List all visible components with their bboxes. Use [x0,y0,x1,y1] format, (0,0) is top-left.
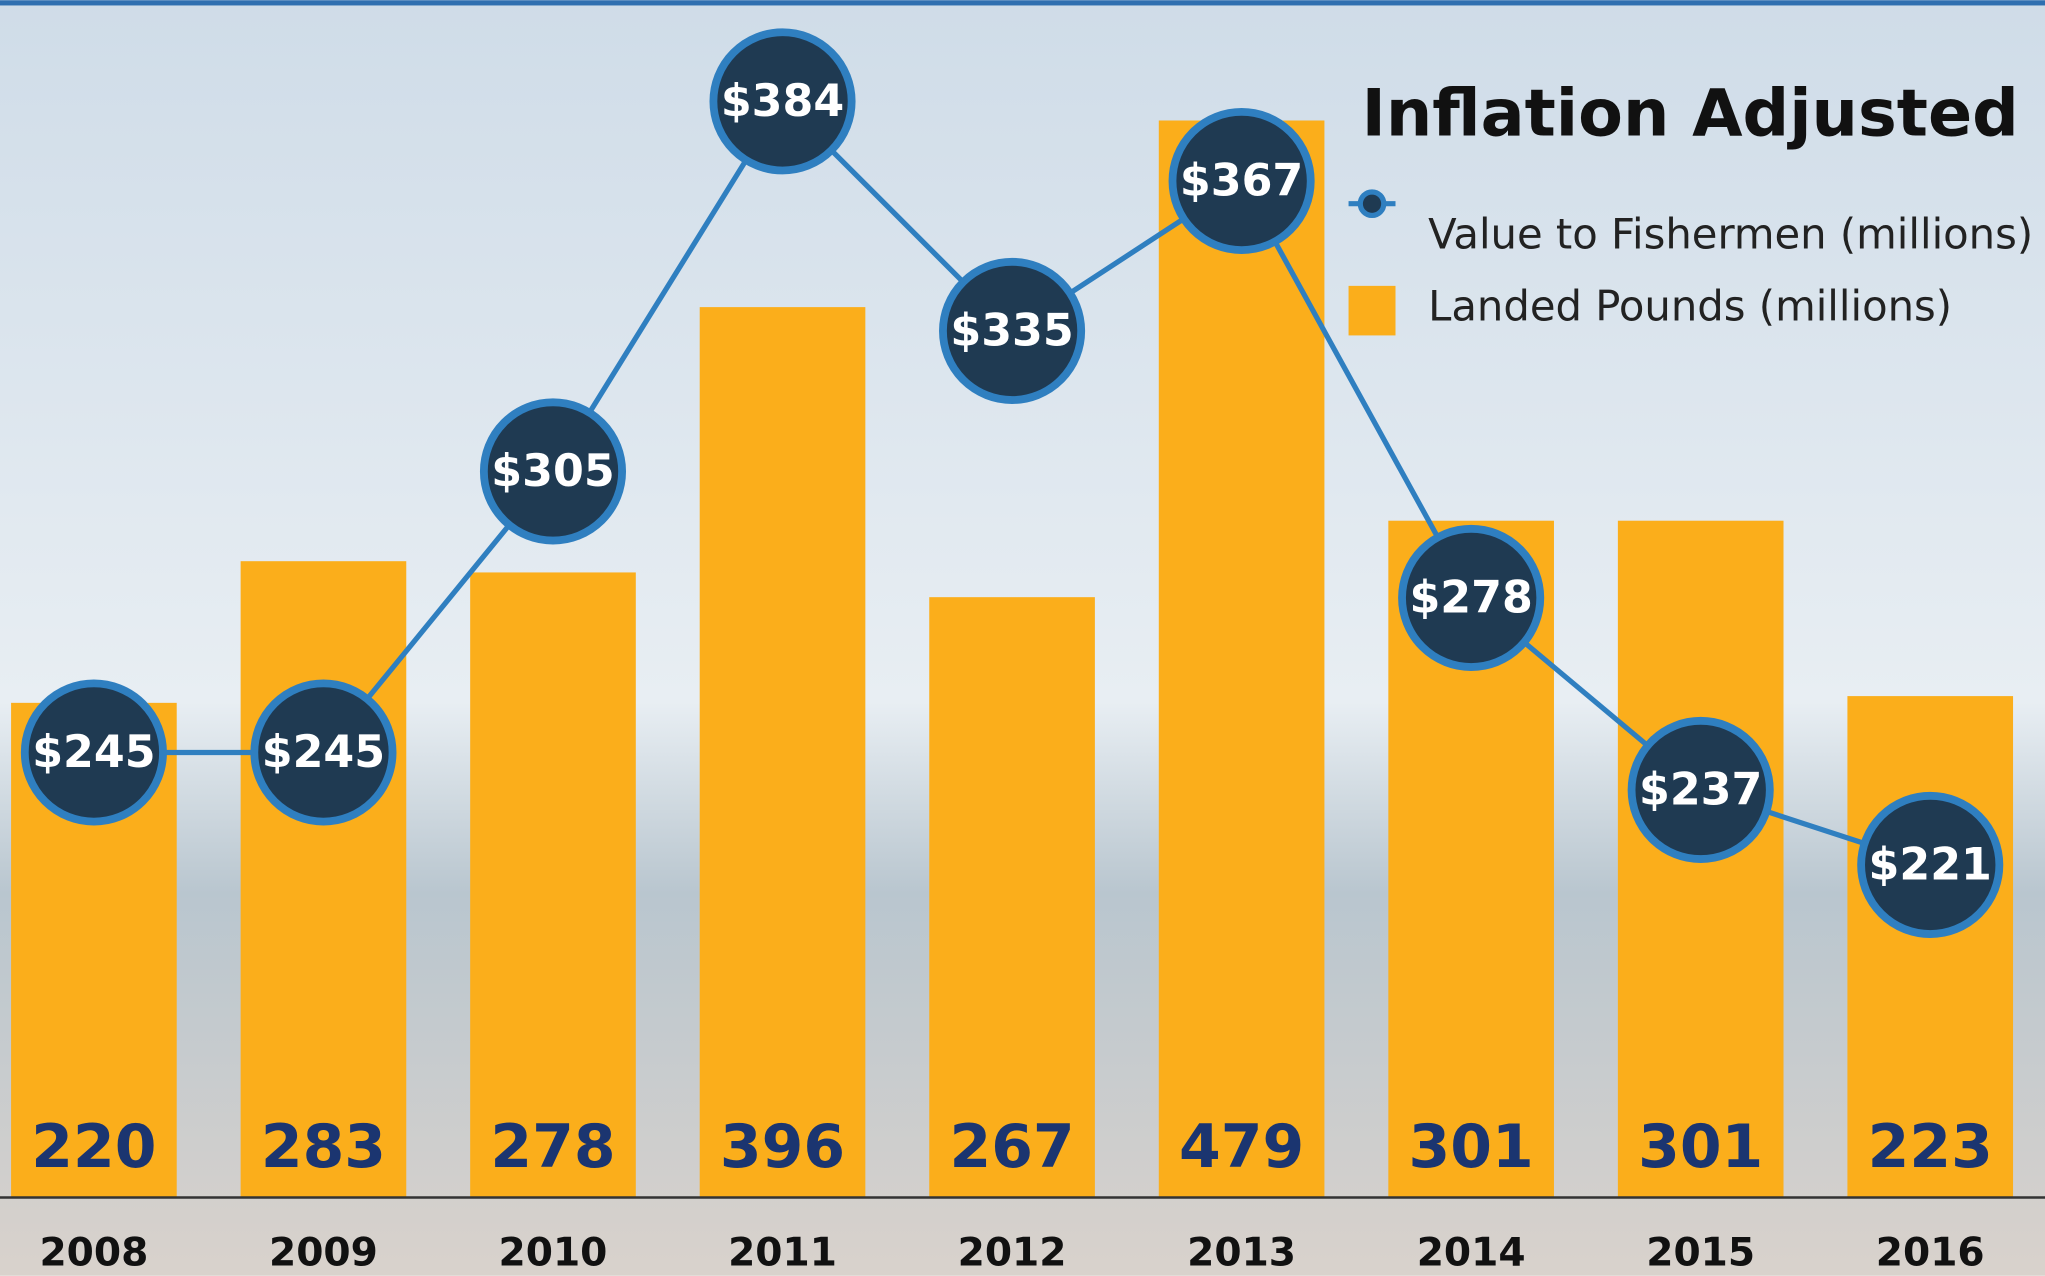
chart-title: Inflation Adjusted [1362,76,2019,152]
legend-marker [1360,192,1383,215]
legend-label: Landed Pounds (millions) [1428,281,1952,330]
line-value-label: $237 [1639,765,1762,816]
legend-swatch [1349,286,1396,336]
chart: Inflation Adjusted 220 283 278 396 267 479 301… [0,0,2045,1276]
line-value-label: $278 [1409,573,1532,624]
x-tick-label: 2015 [1646,1230,1755,1275]
line-value-label: $367 [1180,156,1303,207]
bar-value-label: 278 [490,1112,615,1182]
bar-value-label: 301 [1638,1112,1763,1182]
line-value-label: $335 [950,306,1073,357]
line-value-label: $384 [721,76,844,127]
x-tick-label: 2016 [1876,1230,1985,1275]
bar [470,572,636,1197]
x-tick-label: 2010 [499,1230,608,1275]
x-tick-label: 2012 [958,1230,1067,1275]
bar [241,561,407,1197]
legend-label: Value to Fishermen (millions) [1428,210,2033,259]
bar-value-label: 396 [720,1112,845,1182]
bar-value-label: 301 [1409,1112,1534,1182]
line-value-label: $245 [32,727,155,778]
bar [700,307,866,1197]
bar-value-label: 223 [1868,1112,1993,1182]
bar [929,597,1095,1197]
bar-value-label: 283 [261,1112,386,1182]
x-tick-label: 2013 [1187,1230,1296,1275]
line-value-label: $305 [491,446,614,497]
page: Inflation Adjusted 220 283 278 396 267 479 301… [0,0,2045,1276]
bar-value-label: 267 [949,1112,1074,1182]
x-tick-label: 2008 [39,1230,148,1275]
x-tick-label: 2009 [269,1230,378,1275]
top-border [0,0,2045,5]
x-tick-label: 2014 [1417,1230,1526,1275]
line-value-label: $245 [262,727,385,778]
bar-value-label: 479 [1179,1112,1304,1182]
bar-value-label: 220 [31,1112,156,1182]
x-tick-label: 2011 [728,1230,837,1275]
line-value-label: $221 [1869,840,1992,891]
